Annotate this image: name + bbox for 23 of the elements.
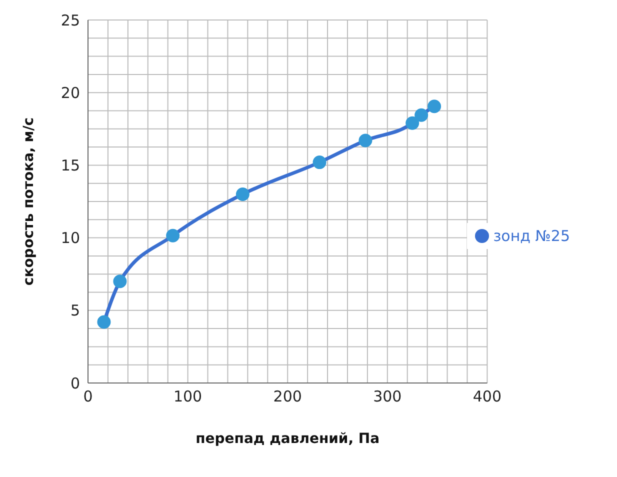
- point: [97, 315, 111, 329]
- y-tick-label: 20: [60, 84, 80, 102]
- y-tick-label: 10: [60, 229, 80, 248]
- x-tick-label: 0: [83, 388, 93, 406]
- point: [312, 156, 326, 170]
- point: [414, 108, 428, 122]
- y-tick-label: 25: [60, 11, 80, 30]
- y-axis-title: скорость потока, м/с: [20, 117, 37, 286]
- y-tick-label: 15: [60, 156, 80, 175]
- point: [406, 116, 420, 130]
- y-tick-label: 0: [70, 374, 80, 392]
- x-tick-label: 400: [472, 388, 502, 406]
- point: [358, 134, 372, 148]
- point: [428, 100, 442, 114]
- point: [113, 274, 127, 288]
- point: [166, 228, 180, 242]
- x-tick-label: 100: [173, 388, 202, 406]
- x-axis-title: перепад давлений, Па: [196, 431, 380, 447]
- y-tick-label: 5: [70, 302, 80, 320]
- x-tick-label: 300: [373, 388, 402, 406]
- x-tick-label: 200: [273, 388, 302, 406]
- point: [236, 187, 250, 201]
- legend-label: зонд №25: [493, 226, 570, 244]
